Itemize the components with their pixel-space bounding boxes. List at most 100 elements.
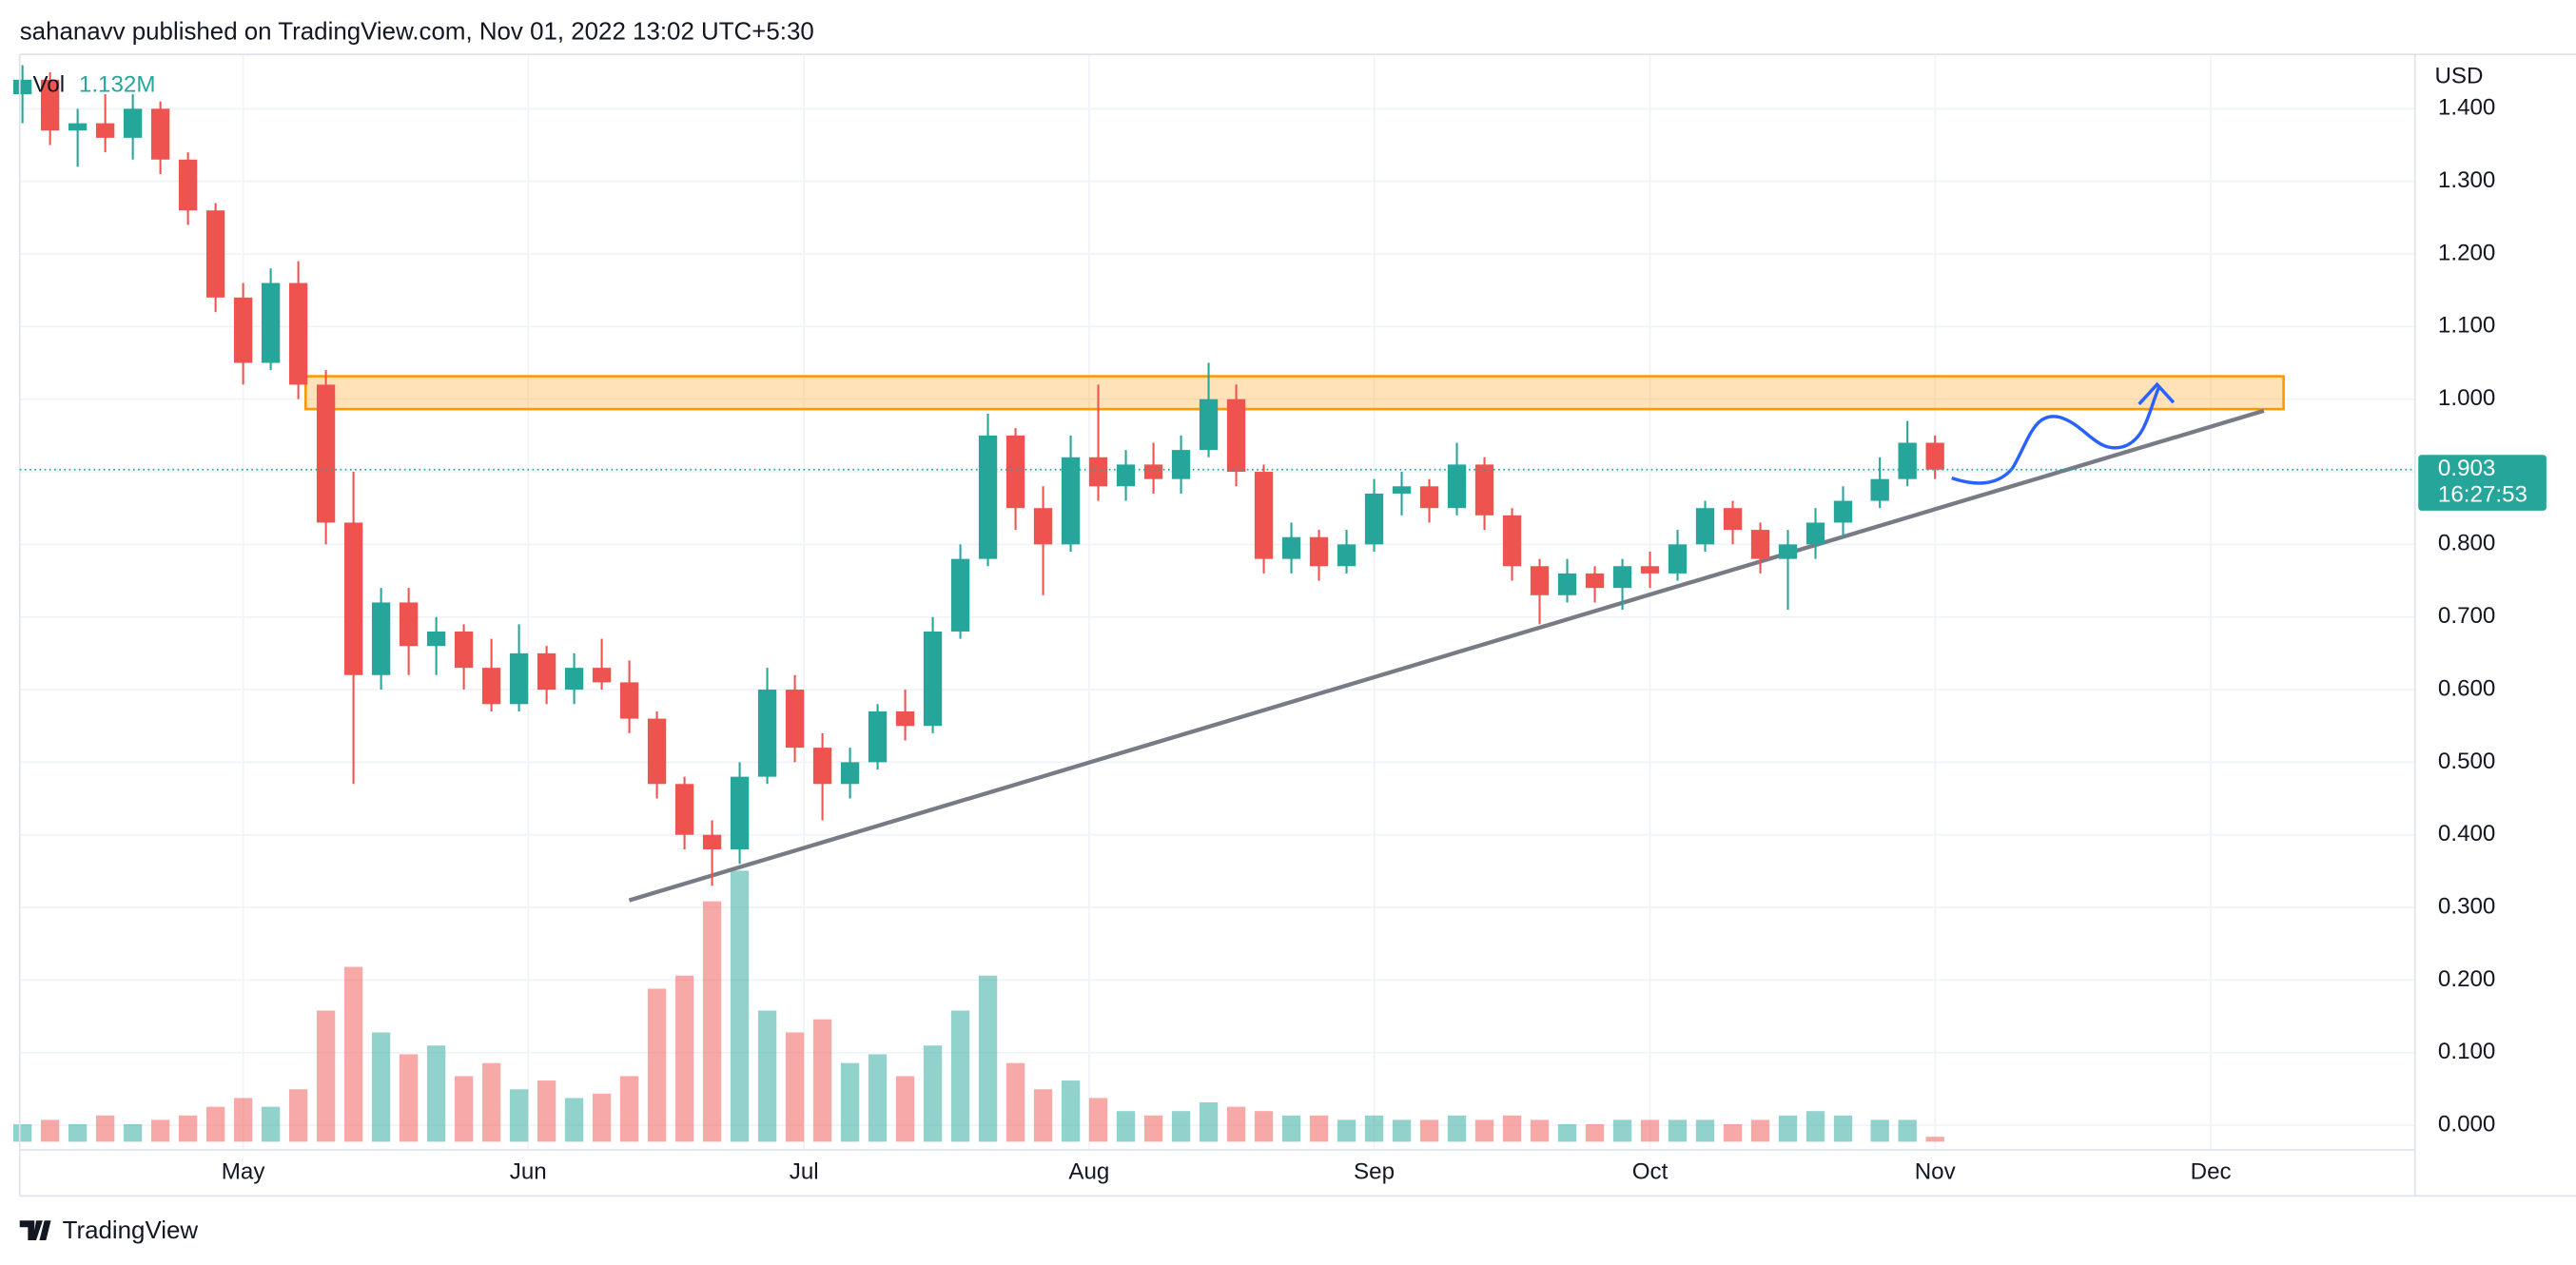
volume-bar <box>592 1093 612 1142</box>
brand-name: TradingView <box>63 1217 199 1244</box>
volume-bar <box>261 1106 281 1142</box>
volume-bar <box>1005 1062 1025 1142</box>
publish-header: sahanavv published on TradingView.com, N… <box>20 18 814 45</box>
candle-body <box>509 652 529 705</box>
x-tick-label: Nov <box>1915 1159 1956 1185</box>
volume-bar <box>1668 1119 1688 1142</box>
volume-bar <box>1502 1115 1522 1142</box>
volume-bar <box>702 901 722 1142</box>
volume-bar <box>1281 1115 1301 1142</box>
candle-body <box>1061 457 1081 545</box>
y-tick-label: 0.100 <box>2438 1039 2495 1064</box>
x-tick-label: Oct <box>1632 1159 1669 1185</box>
y-tick-label: 0.300 <box>2438 893 2495 919</box>
currency-label: USD <box>2434 64 2483 89</box>
candle-body <box>1585 573 1605 589</box>
candle-body <box>68 123 88 131</box>
candle-body <box>1898 442 1917 479</box>
candle-body <box>1668 544 1688 574</box>
candle-body <box>537 652 556 691</box>
candle-body <box>399 602 419 647</box>
candle-body <box>12 79 32 95</box>
axes: 0.000 0.100 0.200 0.300 0.400 0.500 0.600 0.700… <box>19 95 2547 1185</box>
volume-bar <box>399 1054 419 1142</box>
volume-bar <box>757 1010 777 1142</box>
volume-bar <box>1870 1119 1889 1142</box>
volume-bar <box>1898 1119 1917 1142</box>
volume-bar <box>371 1032 391 1142</box>
volume-bar <box>647 988 667 1142</box>
last-price-box <box>2418 455 2547 511</box>
candle-body <box>1640 566 1660 574</box>
bar-countdown: 16:27:53 <box>2438 482 2527 508</box>
volume-bar <box>1925 1137 1944 1142</box>
volume-bar <box>840 1062 860 1142</box>
resistance-zone <box>303 375 2285 411</box>
volume-bar <box>1833 1115 1853 1142</box>
candle-body <box>1088 457 1108 487</box>
x-tick-label: May <box>222 1159 266 1185</box>
volume-bar <box>674 975 694 1142</box>
candle-body <box>1171 450 1191 479</box>
candle-body <box>674 784 694 835</box>
candle-body <box>205 210 225 298</box>
logo-mark <box>19 1220 51 1241</box>
volume-bar <box>1585 1123 1605 1142</box>
volume-bar <box>12 1123 32 1142</box>
volume-bar <box>454 1076 474 1142</box>
volume-bar <box>509 1089 529 1142</box>
candle-body <box>592 668 612 683</box>
candle-body <box>785 690 805 749</box>
candle-body <box>1502 515 1522 567</box>
volume-bar <box>564 1098 584 1142</box>
candle-body <box>1833 500 1853 523</box>
volume-bar <box>1171 1111 1191 1142</box>
candle-body <box>923 631 943 727</box>
volume-bar <box>233 1098 253 1142</box>
volume-bar <box>343 966 363 1142</box>
volume-bar <box>123 1123 143 1142</box>
volume-last-label: 1.132M <box>79 71 156 97</box>
y-tick-label: 1.200 <box>2438 240 2495 265</box>
volume-bar <box>1226 1106 1246 1142</box>
candle-body <box>1143 464 1163 479</box>
candle-body <box>868 710 888 763</box>
volume-bar <box>1337 1119 1356 1142</box>
volume-bar <box>895 1076 915 1142</box>
x-tick-label: Jun <box>510 1159 547 1185</box>
y-tick-label: 0.000 <box>2438 1111 2495 1137</box>
candle-body <box>1870 478 1889 501</box>
volume-bar <box>1778 1115 1798 1142</box>
volume-bar <box>1474 1119 1494 1142</box>
candle-body <box>481 668 501 705</box>
candle-body <box>702 834 722 849</box>
x-tick-label: Jul <box>790 1159 819 1185</box>
volume-name: Vol <box>33 71 66 97</box>
candle-body <box>619 682 639 719</box>
candle-body <box>40 79 60 131</box>
candle-body <box>730 776 750 849</box>
candle-body <box>1925 442 1944 470</box>
candle-body <box>1309 536 1329 567</box>
candle-body <box>1447 464 1467 509</box>
y-tick-label: 1.300 <box>2438 167 2495 193</box>
candle-body <box>261 282 281 363</box>
volume-bar <box>1088 1098 1108 1142</box>
volume-bar <box>481 1062 501 1142</box>
candle-body <box>1005 435 1025 509</box>
volume-bar <box>868 1054 888 1142</box>
candle-body <box>1033 508 1053 545</box>
candle-body <box>233 297 253 363</box>
volume-bar <box>978 975 998 1142</box>
volume-bar <box>1530 1119 1550 1142</box>
candle-body <box>426 631 446 647</box>
candle-body <box>1392 486 1412 494</box>
volume-bar <box>1612 1119 1632 1142</box>
y-tick-label: 0.700 <box>2438 603 2495 629</box>
candle-body <box>1612 566 1632 589</box>
volume-layer <box>12 870 1944 1142</box>
volume-bar <box>1116 1111 1136 1142</box>
y-tick-label: 1.400 <box>2438 95 2495 121</box>
volume-bar <box>1695 1119 1715 1142</box>
